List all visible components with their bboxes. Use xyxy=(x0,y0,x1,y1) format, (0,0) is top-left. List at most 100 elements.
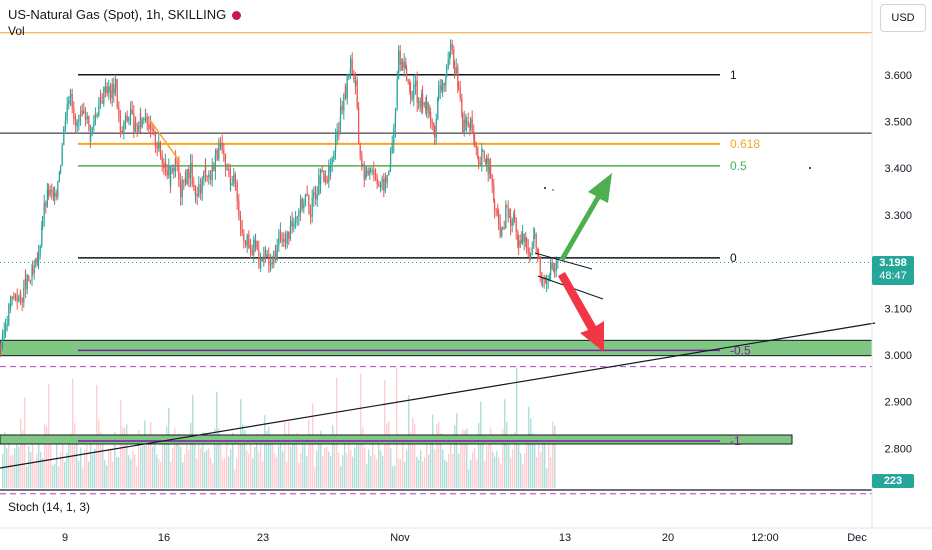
fibonacci-levels: 1 0.618 0.5 0 -0.5 -1 xyxy=(78,68,760,448)
annotations xyxy=(0,119,876,469)
volume-bar xyxy=(158,459,160,488)
volume-bar xyxy=(66,452,68,488)
candle-body xyxy=(367,170,369,176)
candle-body xyxy=(283,238,285,242)
candle-body xyxy=(295,218,297,223)
live-dot-icon xyxy=(232,11,242,21)
volume-bar xyxy=(468,469,470,488)
volume-bar xyxy=(496,451,498,488)
candle-body xyxy=(487,157,489,174)
candle-body xyxy=(441,85,443,91)
candle-body xyxy=(180,184,182,198)
volume-bar xyxy=(112,461,114,488)
candle-body xyxy=(343,95,345,111)
candle-body xyxy=(470,118,472,128)
last-price-value: 3.198 xyxy=(879,257,907,269)
candle-body xyxy=(208,174,210,177)
volume-bar xyxy=(426,435,428,488)
volume-bar xyxy=(304,444,306,488)
candle-body xyxy=(336,130,338,138)
candle-body xyxy=(517,232,519,241)
candle-body xyxy=(280,231,282,241)
volume-bar xyxy=(316,450,318,488)
candle-body xyxy=(273,252,275,265)
candle-body xyxy=(345,86,347,99)
candle-body xyxy=(46,189,48,207)
volume-bar xyxy=(502,428,504,488)
volume-bar xyxy=(422,461,424,488)
chart-grid xyxy=(0,32,873,495)
candle-body xyxy=(85,118,87,120)
volume-bar xyxy=(6,447,8,488)
volume-bar xyxy=(42,458,44,488)
candle-body xyxy=(201,178,203,194)
volume-bar xyxy=(128,455,130,488)
volume-bar xyxy=(8,437,10,488)
candle-body xyxy=(79,114,81,121)
candle-body xyxy=(306,193,308,196)
candle-body xyxy=(410,90,412,99)
candle-body xyxy=(409,81,411,91)
x-tick-label: 13 xyxy=(559,532,571,544)
volume-bar xyxy=(168,407,170,488)
volume-bar xyxy=(166,426,168,488)
candle-body xyxy=(434,126,436,138)
volume-bar xyxy=(248,453,250,488)
volume-bar xyxy=(552,421,554,488)
candle-body xyxy=(20,292,22,298)
volume-bar xyxy=(258,451,260,488)
volume-bar xyxy=(4,432,6,488)
candle-body xyxy=(210,178,212,180)
candle-body xyxy=(298,211,300,217)
candle-body xyxy=(116,79,118,108)
candle-body xyxy=(113,83,115,94)
candle-body xyxy=(205,166,207,176)
candle-body xyxy=(438,89,440,98)
volume-bar xyxy=(376,459,378,488)
volume-bar xyxy=(372,441,374,488)
candle-body xyxy=(128,117,130,121)
candle-body xyxy=(93,122,95,128)
candle-body xyxy=(378,184,380,186)
volume-bar xyxy=(54,463,56,488)
candle-body xyxy=(399,50,401,65)
candle-body xyxy=(521,240,523,243)
volume-bar xyxy=(498,457,500,488)
candle-body xyxy=(286,231,288,244)
volume-bar xyxy=(278,445,280,488)
volume-bar xyxy=(434,449,436,488)
candle-body xyxy=(276,245,278,261)
candle-body xyxy=(250,245,252,250)
volume-bar xyxy=(470,459,472,488)
currency-button[interactable]: USD xyxy=(880,4,926,32)
volume-bar xyxy=(222,459,224,488)
candle-body xyxy=(333,156,335,159)
candle-body xyxy=(181,179,183,198)
candle-body xyxy=(537,247,539,254)
candle-body xyxy=(465,119,467,124)
candle-body xyxy=(323,171,325,182)
candle-body xyxy=(371,170,373,172)
volume-bar xyxy=(388,421,390,488)
candle-body xyxy=(482,150,484,152)
volume-bar xyxy=(176,443,178,488)
candle-body xyxy=(150,123,152,129)
candle-body xyxy=(331,158,333,164)
volume-bar xyxy=(214,428,216,488)
volume-bar xyxy=(402,435,404,488)
candle-body xyxy=(493,185,495,201)
candle-body xyxy=(33,265,35,274)
volume-bar xyxy=(384,380,386,488)
candle-body xyxy=(527,248,529,253)
candle-body xyxy=(91,127,93,134)
volume-bar xyxy=(108,449,110,488)
candle-body xyxy=(506,205,508,208)
candle-body xyxy=(370,170,372,172)
candle-body xyxy=(21,297,23,303)
candle-body xyxy=(353,73,355,80)
volume-bar xyxy=(334,435,336,488)
candle-body xyxy=(170,172,172,186)
candle-body xyxy=(288,231,290,239)
volume-bar xyxy=(300,452,302,488)
